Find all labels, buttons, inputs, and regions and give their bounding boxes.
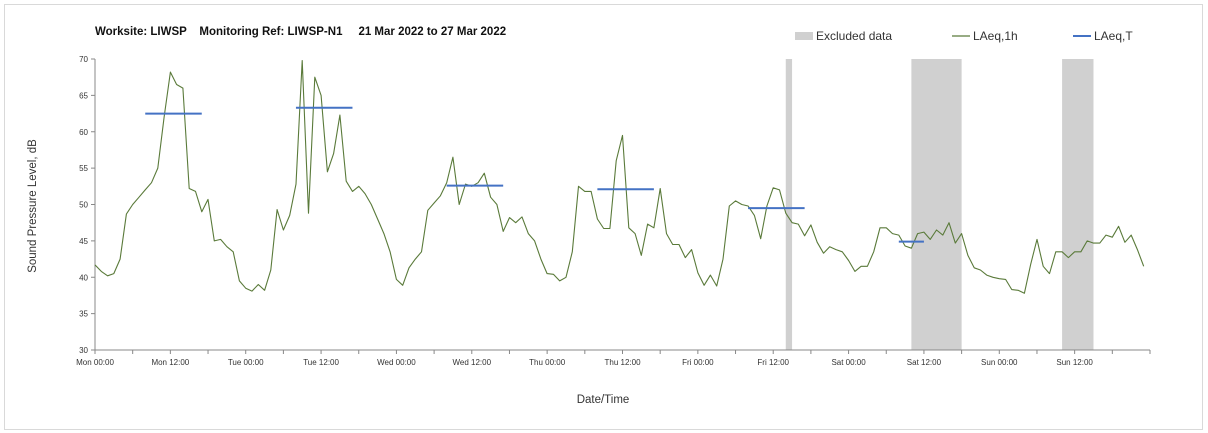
x-tick-label: Sat 00:00 xyxy=(831,358,866,367)
x-tick-label: Fri 12:00 xyxy=(757,358,789,367)
x-tick-label: Sun 12:00 xyxy=(1056,358,1093,367)
y-tick-label: 65 xyxy=(79,91,88,100)
y-axis-title: Sound Pressure Level, dB xyxy=(27,139,39,273)
x-ticks: Mon 00:00 Mon 12:00 Tue 00:00 Tue 12:00 Wed … xyxy=(76,350,1151,367)
x-tick-label: Wed 12:00 xyxy=(453,358,492,367)
series-group xyxy=(94,59,1145,294)
y-ticks: 30 35 40 45 50 55 60 65 70 xyxy=(79,55,95,355)
legend-label: LAeq,1h xyxy=(973,29,1018,43)
excluded-band xyxy=(785,59,793,350)
chart-title: Worksite: LIWSP Monitoring Ref: LIWSP-N1… xyxy=(95,26,506,38)
y-tick-label: 40 xyxy=(79,273,88,282)
x-tick-label: Mon 00:00 xyxy=(76,358,114,367)
x-tick-label: Wed 00:00 xyxy=(377,358,416,367)
x-tick-label: Thu 12:00 xyxy=(604,358,641,367)
x-tick-label: Thu 00:00 xyxy=(529,358,566,367)
x-tick-label: Sun 00:00 xyxy=(981,358,1018,367)
x-tick-label: Tue 00:00 xyxy=(228,358,264,367)
y-tick-label: 50 xyxy=(79,201,88,210)
y-tick-label: 30 xyxy=(79,346,88,355)
x-axis-title: Date/Time xyxy=(577,394,630,406)
y-tick-label: 55 xyxy=(79,164,88,173)
legend-swatch-excluded xyxy=(795,32,813,40)
chart-frame xyxy=(4,4,1203,430)
excluded-bands xyxy=(785,59,1094,350)
axes xyxy=(94,59,1150,351)
x-tick-label: Fri 00:00 xyxy=(682,358,714,367)
y-tick-label: 60 xyxy=(79,128,88,137)
x-tick-label: Sat 12:00 xyxy=(907,358,942,367)
legend: Excluded data LAeq,1h LAeq,T xyxy=(795,29,1133,43)
legend-label: LAeq,T xyxy=(1094,29,1133,43)
x-tick-label: Tue 12:00 xyxy=(303,358,339,367)
y-tick-label: 45 xyxy=(79,237,88,246)
excluded-band xyxy=(911,59,962,350)
y-tick-label: 70 xyxy=(79,55,88,64)
excluded-band xyxy=(1062,59,1094,350)
x-tick-label: Mon 12:00 xyxy=(151,358,189,367)
series-line-laeq-1h xyxy=(94,59,1145,294)
legend-label: Excluded data xyxy=(816,29,892,43)
y-tick-label: 35 xyxy=(79,310,88,319)
